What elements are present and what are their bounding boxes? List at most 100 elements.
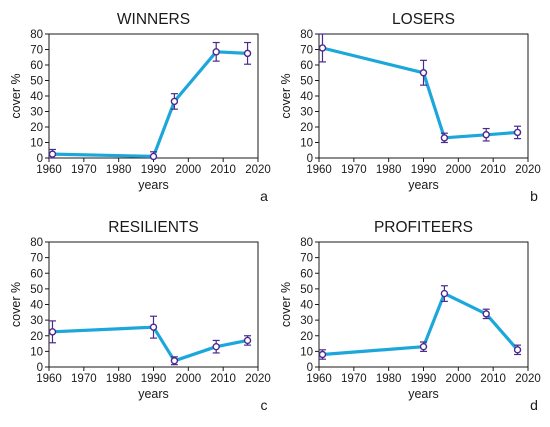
data-point bbox=[243, 336, 252, 345]
y-tick-label: 80 bbox=[300, 237, 313, 249]
y-tick-label: 40 bbox=[300, 300, 313, 312]
y-tick-label: 0 bbox=[307, 362, 313, 374]
series-line bbox=[320, 292, 520, 357]
panel-title: LOSERS bbox=[392, 11, 455, 28]
y-tick-label: 50 bbox=[30, 76, 43, 88]
y-tick-label: 0 bbox=[307, 153, 313, 165]
y-tick-label: 70 bbox=[30, 253, 43, 265]
y-tick-label: 40 bbox=[30, 91, 43, 103]
x-tick-label: 1960 bbox=[306, 373, 332, 385]
x-tick-label: 2020 bbox=[245, 373, 271, 385]
data-point bbox=[482, 310, 490, 318]
x-tick-label: 1970 bbox=[71, 164, 97, 176]
x-axis-label: years bbox=[138, 387, 169, 401]
y-axis-label: cover % bbox=[9, 282, 23, 327]
panel-resilients: RESILIENTS 1960 1970 1980 1990 2000 2010 2020 0 1… bbox=[9, 219, 271, 413]
x-tick-label: 1980 bbox=[376, 164, 402, 176]
x-axis-label: years bbox=[138, 178, 169, 192]
data-point bbox=[513, 346, 522, 354]
y-tick-label: 30 bbox=[30, 107, 43, 119]
data-point bbox=[212, 342, 220, 351]
x-tick-label: 1960 bbox=[36, 164, 62, 176]
y-tick-label: 30 bbox=[300, 107, 313, 119]
y-tick-label: 80 bbox=[30, 29, 43, 41]
y-tick-label: 10 bbox=[30, 346, 43, 358]
x-tick-label: 2000 bbox=[176, 164, 202, 176]
y-tick-label: 20 bbox=[30, 331, 43, 343]
panel-letter: c bbox=[261, 397, 268, 413]
x-tick-label: 2010 bbox=[480, 373, 506, 385]
panel-profiteers: PROFITEERS 1960 1970 1980 1990 2000 2010 2020 0 1… bbox=[279, 219, 541, 413]
data-point bbox=[318, 44, 327, 52]
y-tick-label: 50 bbox=[300, 76, 313, 88]
x-tick-label: 2010 bbox=[210, 164, 236, 176]
x-tick-label: 1970 bbox=[341, 164, 367, 176]
y-tick-label: 80 bbox=[30, 237, 43, 249]
data-point bbox=[440, 134, 449, 142]
data-point bbox=[48, 150, 57, 158]
y-tick-label: 10 bbox=[30, 138, 43, 150]
y-tick-label: 10 bbox=[300, 346, 313, 358]
x-tick-label: 1990 bbox=[411, 373, 437, 385]
x-tick-label: 1980 bbox=[106, 164, 132, 176]
x-tick-label: 1970 bbox=[341, 373, 367, 385]
data-point bbox=[149, 323, 158, 331]
y-tick-label: 70 bbox=[30, 45, 43, 57]
data-point bbox=[318, 350, 327, 359]
y-tick-label: 70 bbox=[300, 45, 313, 57]
y-tick-label: 0 bbox=[37, 362, 43, 374]
y-tick-label: 20 bbox=[300, 122, 313, 134]
plot-frame bbox=[318, 33, 529, 159]
data-point bbox=[440, 289, 449, 298]
x-tick-label: 1960 bbox=[36, 373, 62, 385]
y-axis-label: cover % bbox=[279, 73, 293, 118]
y-tick-label: 50 bbox=[300, 284, 313, 296]
data-point bbox=[419, 342, 428, 351]
series-line bbox=[50, 50, 250, 158]
x-tick-label: 2000 bbox=[176, 373, 202, 385]
plot-frame bbox=[48, 241, 259, 368]
y-tick-label: 40 bbox=[30, 300, 43, 312]
panel-title: PROFITEERS bbox=[374, 219, 473, 236]
x-tick-label: 1990 bbox=[411, 164, 437, 176]
data-point bbox=[243, 49, 252, 58]
x-tick-label: 2010 bbox=[210, 373, 236, 385]
y-axis-label: cover % bbox=[279, 282, 293, 327]
x-tick-label: 2020 bbox=[515, 164, 541, 176]
x-tick-label: 2010 bbox=[480, 164, 506, 176]
y-axis-label: cover % bbox=[9, 73, 23, 118]
y-tick-label: 30 bbox=[30, 315, 43, 327]
y-tick-label: 60 bbox=[30, 60, 43, 72]
y-tick-label: 60 bbox=[30, 268, 43, 280]
series-line bbox=[320, 46, 520, 140]
y-tick-label: 40 bbox=[300, 91, 313, 103]
y-tick-label: 60 bbox=[300, 60, 313, 72]
y-tick-label: 50 bbox=[30, 284, 43, 296]
panel-title: RESILIENTS bbox=[108, 219, 198, 236]
data-point bbox=[170, 357, 179, 365]
y-tick-label: 30 bbox=[300, 315, 313, 327]
x-tick-label: 2000 bbox=[446, 164, 472, 176]
panel-title: WINNERS bbox=[117, 11, 190, 28]
y-tick-label: 20 bbox=[30, 122, 43, 134]
x-axis-label: years bbox=[408, 387, 439, 401]
y-tick-label: 70 bbox=[300, 253, 313, 265]
x-tick-label: 1990 bbox=[141, 164, 167, 176]
panel-letter: b bbox=[530, 188, 538, 204]
panel-letter: a bbox=[260, 188, 268, 204]
data-point bbox=[149, 152, 158, 161]
x-tick-label: 2020 bbox=[245, 164, 271, 176]
panel-losers: LOSERS 1960 1970 1980 1990 2000 2010 2020 0 10 20 3… bbox=[279, 11, 541, 204]
x-tick-label: 1980 bbox=[376, 373, 402, 385]
x-tick-label: 1990 bbox=[141, 373, 167, 385]
data-point bbox=[170, 97, 179, 106]
x-tick-label: 2020 bbox=[515, 373, 541, 385]
x-axis-label: years bbox=[408, 178, 439, 192]
y-tick-label: 20 bbox=[300, 331, 313, 343]
data-point bbox=[513, 128, 522, 137]
x-tick-label: 1980 bbox=[106, 373, 132, 385]
data-point bbox=[48, 328, 57, 336]
y-tick-label: 0 bbox=[37, 153, 43, 165]
panel-letter: d bbox=[530, 397, 538, 413]
